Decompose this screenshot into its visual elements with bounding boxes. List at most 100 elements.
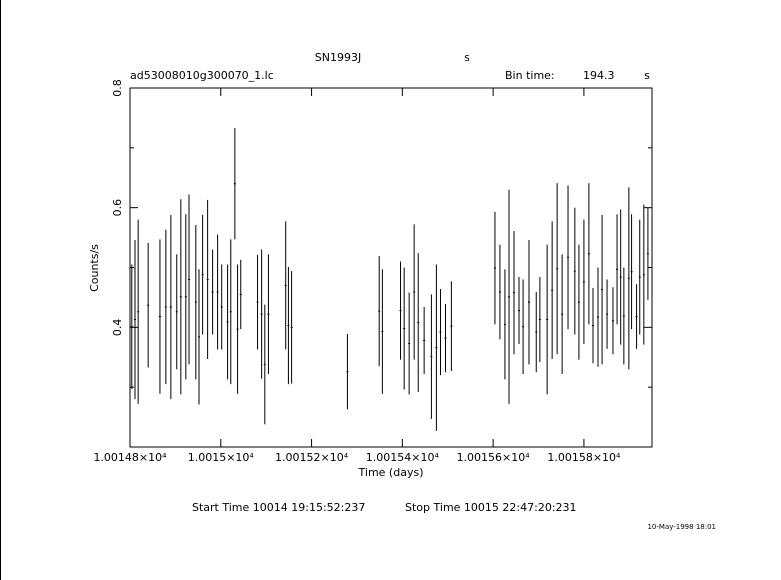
bin-time-unit: s [644,69,650,82]
data-point [591,325,594,327]
data-point [527,301,530,303]
x-tick-label: 1.00158×10⁴ [547,451,621,464]
data-point [630,271,633,273]
data-point [435,347,438,349]
data-point [582,281,585,283]
data-point [399,310,402,312]
data-point [201,274,204,276]
data-point [513,292,516,294]
data-point [263,363,266,365]
data-point [546,319,549,321]
data-point [551,289,554,291]
x-tick-label: 1.00156×10⁴ [457,451,531,464]
data-point [601,289,604,291]
data-point [147,304,150,306]
data-point [498,291,501,293]
plot-frame [129,87,653,448]
data-point [567,256,570,258]
data-point [616,268,619,270]
data-point [229,311,232,313]
data-point [287,325,290,327]
data-point [642,274,645,276]
data-point [430,356,433,358]
title-unit: s [464,51,470,64]
x-tick-label: 1.0015×10⁴ [188,451,255,464]
stop-time: Stop Time 10015 22:47:20:231 [405,501,577,514]
data-point [423,339,426,341]
data-point [444,337,447,339]
x-tick-label: 1.00148×10⁴ [93,451,167,464]
data-point [169,306,172,308]
data-point [239,293,242,295]
data-point [611,320,614,322]
data-point [573,270,576,272]
data-point [133,319,136,321]
data-point [381,331,384,333]
data-point [522,326,525,328]
data-point [194,301,197,303]
data-point [164,306,167,308]
data-point [596,316,599,318]
data-point [158,316,161,318]
x-tick-label: 1.00152×10⁴ [275,451,349,464]
data-point [175,311,178,313]
data-point [439,331,442,333]
data-point [220,306,223,308]
data-point [450,325,453,327]
data-point [137,311,140,313]
data-point [622,315,625,317]
data-point [206,278,209,280]
data-point [535,331,538,333]
data-point [378,310,381,312]
data-point [503,323,506,325]
data-point [646,253,649,255]
x-axis-label: Time (days) [358,466,424,479]
data-point [236,328,239,330]
data-point [413,291,416,293]
data-point [184,296,187,298]
data-point [587,253,590,255]
data-point [638,276,641,278]
data-point [493,267,496,269]
data-point [188,278,191,280]
data-point [403,328,406,330]
start-time: Start Time 10014 19:15:52:237 [192,501,365,514]
chart-title: SN1993J [315,51,361,64]
data-point [508,296,511,298]
data-point [577,301,580,303]
data-point [179,296,182,298]
data-point [556,268,559,270]
data-point [260,313,263,315]
y-tick-label: 0.8 [111,79,124,97]
data-point [346,371,349,373]
timestamp: 10-May-1998 18:01 [647,523,716,531]
x-tick-label: 1.00154×10⁴ [366,451,440,464]
data-point [606,313,609,315]
data-point [417,322,420,324]
data-point [233,183,236,185]
data-point [284,284,287,286]
data-point [256,301,259,303]
bin-time: 194.3 [583,69,615,82]
data-point [130,326,133,328]
data-point [211,291,214,293]
data-point [226,321,229,323]
data-point [408,342,411,344]
data-point [619,276,622,278]
bin-time-label: Bin time: [505,69,555,82]
data-point [635,316,638,318]
data-point [216,291,219,293]
data-point [197,336,200,338]
data-point [290,326,293,328]
file-label: ad53008010g300070_1.lc [130,69,274,82]
data-point [518,310,521,312]
data-point [267,313,270,315]
y-tick-label: 0.6 [111,199,124,217]
data-point [538,319,541,321]
data-point [561,313,564,315]
data-point [627,277,630,279]
y-tick-label: 0.4 [111,319,124,337]
y-axis-label: Counts/s [88,244,101,292]
